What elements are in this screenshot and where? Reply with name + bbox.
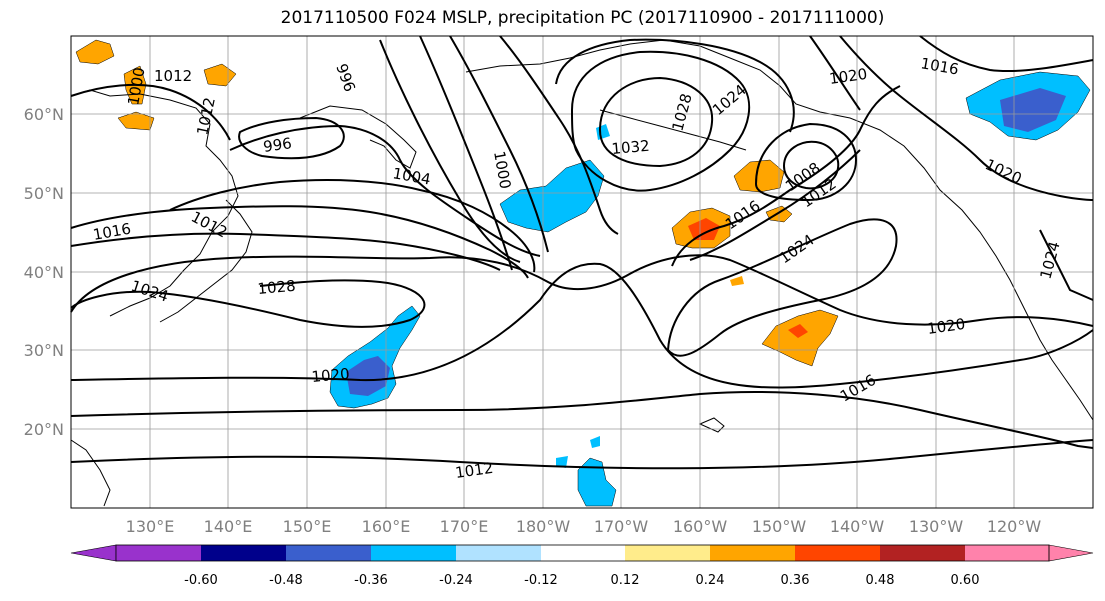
colorbar-tick-label: -0.60 <box>184 573 218 588</box>
longitude-labels: 130°E 140°E 150°E 160°E 170°E 180°W 170°… <box>126 517 1042 536</box>
colorbar-extend-low <box>70 544 117 562</box>
colorbar-cell <box>116 545 201 561</box>
lon-label: 170°W <box>594 517 649 536</box>
latitude-labels: 60°N 50°N 40°N 30°N 20°N <box>24 105 64 439</box>
coastlines <box>70 39 1094 507</box>
isobar-label: 1012 <box>454 459 494 482</box>
colorbar-tick-label: 0.24 <box>696 573 725 588</box>
colorbar-cell <box>541 545 625 561</box>
lon-label: 130°E <box>126 517 175 536</box>
colorbar-tick-label: -0.36 <box>354 573 388 588</box>
isobar-label: 1028 <box>257 277 297 298</box>
colorbar-tick-label: 0.12 <box>611 573 640 588</box>
colorbar-cell <box>710 545 795 561</box>
isobar-label: 1020 <box>828 65 868 88</box>
lon-label: 140°W <box>830 517 885 536</box>
isobar-label: 1012 <box>154 67 192 85</box>
lon-label: 180°W <box>516 517 571 536</box>
colorbar-tick-label: 0.60 <box>951 573 980 588</box>
lat-label: 60°N <box>24 105 64 124</box>
lat-label: 50°N <box>24 184 64 203</box>
lon-label: 170°E <box>440 517 489 536</box>
colorbar-tick-label: 0.36 <box>781 573 810 588</box>
lon-label: 140°E <box>204 517 253 536</box>
colorbar-cell <box>371 545 456 561</box>
colorbar-extend-high <box>1048 544 1094 562</box>
lat-label: 20°N <box>24 420 64 439</box>
isobar-label: 1020 <box>311 365 351 386</box>
lon-label: 150°W <box>752 517 807 536</box>
isobar-label: 1020 <box>926 315 966 338</box>
colorbar-cell <box>286 545 371 561</box>
lon-label: 130°W <box>909 517 964 536</box>
lon-label: 120°W <box>987 517 1042 536</box>
map-frame <box>70 35 1094 509</box>
isobars <box>70 35 1094 470</box>
isobar-label: 1032 <box>611 137 651 158</box>
colorbar-cell <box>965 545 1049 561</box>
lon-label: 160°E <box>362 517 411 536</box>
lon-label: 150°E <box>283 517 332 536</box>
lon-label: 160°W <box>673 517 728 536</box>
isobar-label: 996 <box>262 134 293 156</box>
colorbar-cell <box>795 545 880 561</box>
lat-label: 30°N <box>24 341 64 360</box>
colorbar-tick-label: 0.48 <box>866 573 895 588</box>
colorbar-tick-label: -0.48 <box>269 573 303 588</box>
colorbar-cell <box>625 545 710 561</box>
colorbar-cell <box>456 545 541 561</box>
colorbar: -0.60 -0.48 -0.36 -0.24 -0.12 0.12 0.24 … <box>70 544 1094 588</box>
lat-label: 40°N <box>24 263 64 282</box>
colorbar-tick-label: -0.12 <box>524 573 558 588</box>
colorbar-tick-label: -0.24 <box>439 573 473 588</box>
colorbar-cell <box>201 545 286 561</box>
graticule <box>71 36 1093 508</box>
precip-shading <box>75 39 1091 507</box>
map-title: 2017110500 F024 MSLP, precipitation PC (… <box>280 8 885 28</box>
colorbar-cell <box>880 545 965 561</box>
